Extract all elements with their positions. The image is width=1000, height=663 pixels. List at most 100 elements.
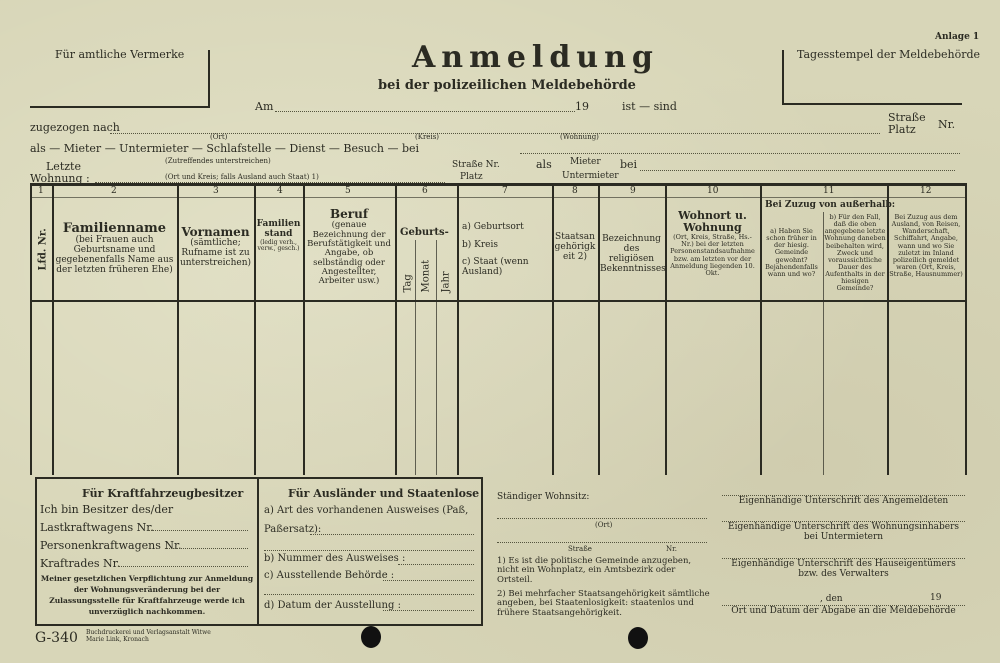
vehicle-pledge: Meiner gesetzlichen Verpflichtung zur An… — [40, 574, 254, 616]
residence-street-field[interactable] — [497, 542, 707, 543]
car-number-field[interactable] — [165, 548, 248, 549]
tenancy-type-label: als — Mieter — Untermieter — Schlafstell… — [30, 142, 420, 155]
passport-number-label: b) Nummer des Ausweises : — [264, 553, 406, 564]
submission-date-label: Ort und Datum der Abgabe an die Meldebeh… — [731, 606, 956, 616]
mieter-label: Mieter — [570, 157, 601, 167]
column-line — [177, 183, 179, 475]
moved-to-field[interactable] — [110, 133, 880, 134]
platz-label: Platz — [460, 172, 483, 182]
column-line — [552, 183, 554, 475]
signature-owner-label: Eigenhändige Unterschrift des Hauseigent… — [731, 559, 956, 579]
bei-label: bei — [620, 158, 638, 171]
signature-registrant-field[interactable] — [722, 495, 965, 496]
column-line — [254, 183, 256, 475]
column-line — [665, 183, 667, 475]
ort-label: (Ort) — [595, 521, 613, 529]
col-header-purpose: b) Für den Fall, daß die oben angegebene… — [824, 213, 886, 293]
column-line — [760, 183, 762, 475]
stamp-label: Tagesstempel der Meldebehörde — [797, 48, 981, 61]
col-header-birth: Geburts- — [400, 227, 449, 238]
birth-month-header: Monat — [420, 259, 432, 293]
street-label: Straße Platz — [888, 111, 926, 137]
als-label: als — [536, 158, 552, 171]
col-header-first-names: Vornamen (sämtliche; Rufname ist zu unte… — [179, 225, 252, 269]
table-top-border — [30, 183, 965, 186]
header-title: Familienname — [62, 221, 167, 236]
issuing-authority-field-2[interactable] — [264, 594, 474, 595]
signature-registrant-label: Eigenhändige Unterschrift des Angemeldet… — [738, 496, 949, 506]
column-line — [887, 183, 889, 475]
nr-label: Nr. — [938, 118, 956, 131]
vehicle-owner-label: Ich bin Besitzer des/der — [40, 503, 174, 516]
col-header-state: c) Staat (wenn Ausland) — [462, 257, 529, 277]
truck-number-field[interactable] — [148, 530, 248, 531]
col-header-citizenship: Staatsangehörigkeit 2) — [554, 232, 596, 262]
year-label: 19 — [930, 593, 942, 603]
last-label: Letzte — [46, 160, 81, 173]
column-line — [30, 183, 32, 475]
column-line — [823, 212, 824, 475]
col-number: 6 — [422, 186, 428, 196]
column-line — [303, 183, 305, 475]
landlord-field[interactable] — [640, 170, 955, 171]
motorcycle-number-field[interactable] — [118, 566, 248, 567]
header-note: (ledig verh., verw., gesch.) — [257, 238, 300, 253]
form-number: G-340 — [35, 630, 78, 646]
page-title: Anmeldung — [412, 40, 659, 75]
col-number: 2 — [111, 186, 117, 196]
truck-label: Lastkraftwagens Nr. — [40, 521, 154, 534]
punch-hole — [361, 626, 381, 648]
ist-sind-label: ist — sind — [622, 100, 677, 113]
residence-place-field[interactable] — [497, 518, 707, 519]
header-note: (Ort, Kreis, Straße, Hs.-Nr.) bei der le… — [670, 233, 755, 277]
passport-number-field[interactable] — [398, 564, 474, 565]
host-field[interactable] — [520, 153, 960, 154]
col-header-occupation: Beruf (genaue Bezeichnung der Berufstäti… — [304, 207, 394, 287]
col-header-previous-residence: a) Haben Sie schon früher in der hiesig.… — [765, 227, 818, 278]
col-header-residence: Wohnort u. Wohnung (Ort, Kreis, Straße, … — [667, 209, 758, 277]
col-number: 8 — [572, 186, 578, 196]
signature-tenant-label: Eigenhändige Unterschrift des Wohnungsin… — [728, 522, 959, 542]
motorcycle-label: Kraftrades Nr. — [40, 557, 121, 570]
birth-year-header: Jahr — [440, 271, 452, 293]
hint: (Ort und Kreis; falls Ausland auch Staat… — [165, 173, 319, 181]
official-notes-label: Für amtliche Vermerke — [55, 48, 185, 61]
issuing-authority-field[interactable] — [383, 580, 474, 581]
column-line — [436, 240, 437, 475]
column-line — [457, 183, 459, 475]
col-header-family-name: Familienname (bei Frauen auch Geburtsnam… — [54, 221, 175, 276]
year-label: 19 — [575, 100, 589, 113]
date-field[interactable] — [275, 111, 575, 112]
printer-imprint: Buchdruckerei und Verlagsanstalt Witwe M… — [86, 629, 211, 643]
hint: (Zutreffendes unterstreichen) — [165, 157, 271, 165]
birth-day-header: Tag — [402, 274, 414, 293]
header-title: Familienstand — [256, 219, 301, 239]
col-number: 4 — [277, 186, 283, 196]
col-header-marital-status: Familienstand (ledig verh., verw., gesch… — [255, 219, 302, 253]
col-number: 12 — [920, 186, 932, 196]
submission-date-field[interactable] — [722, 605, 965, 606]
col-number: 1 — [38, 186, 44, 196]
ort-label: (Ort) — [210, 133, 228, 141]
page-subtitle: bei der polizeilichen Meldebehörde — [378, 78, 636, 93]
permanent-residence-label: Ständiger Wohnsitz: — [497, 492, 590, 502]
col-number: 5 — [345, 186, 351, 196]
divider — [30, 106, 210, 108]
signature-tenant-field[interactable] — [722, 521, 965, 522]
passport-type-field-2[interactable] — [264, 550, 474, 551]
col-header-lfd-nr: Lfd. Nr. — [37, 228, 49, 271]
last-residence-field[interactable] — [95, 182, 445, 183]
street-nr-label: Straße Nr. — [452, 160, 500, 170]
issue-date-field[interactable] — [383, 610, 474, 611]
untermieter-label: Untermieter — [562, 171, 619, 181]
col-header-abroad: Bei Zuzug aus dem Ausland, von Reisen, W… — [889, 213, 963, 279]
foreigners-section-title: Für Ausländer und Staatenlose — [288, 487, 480, 500]
issuing-authority-label: c) Ausstellende Behörde : — [264, 570, 395, 581]
passport-type-field[interactable] — [310, 534, 474, 535]
am-label: Am — [255, 100, 274, 113]
car-label: Personenkraftwagens Nr. — [40, 539, 182, 552]
col-header-move-in: Bei Zuzug von außerhalb: — [765, 200, 896, 210]
footnote-1: 1) Es ist die politische Gemeinde anzuge… — [497, 556, 692, 585]
signature-owner-field[interactable] — [722, 558, 965, 559]
header-note: (genaue Bezeichnung der Berufstätigkeit … — [307, 220, 391, 287]
